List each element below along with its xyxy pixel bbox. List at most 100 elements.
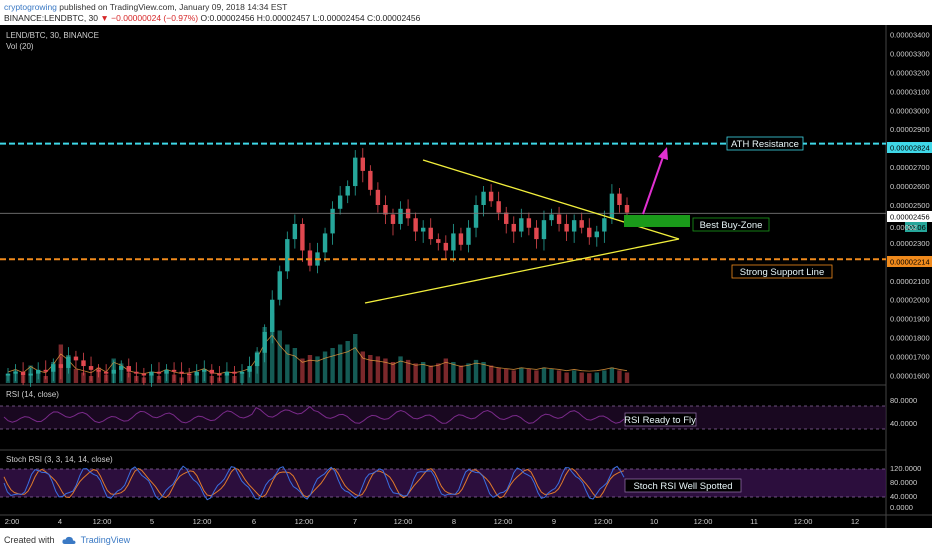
- price-tick-label: 0.00002000: [890, 296, 930, 305]
- volume-bar: [293, 348, 297, 383]
- chart-header: cryptogrowing published on TradingView.c…: [0, 0, 932, 25]
- candle-body: [361, 158, 365, 171]
- volume-bar: [587, 373, 591, 383]
- footer: Created with TradingView: [0, 530, 932, 550]
- triangle-lower-line: [365, 239, 679, 303]
- volume-bar: [527, 369, 531, 383]
- candle-body: [308, 250, 312, 265]
- publish-text: published on TradingView.com, January 09…: [59, 2, 287, 12]
- price-tick-label: 0.00003400: [890, 30, 930, 39]
- rsi-label: RSI (14, close): [6, 390, 59, 399]
- time-tick-label: 12:00: [594, 517, 613, 526]
- candle-body: [104, 372, 108, 374]
- candle-body: [451, 233, 455, 250]
- time-tick-label: 2:00: [5, 517, 20, 526]
- price-tick-label: 0.00003200: [890, 68, 930, 77]
- candle-body: [429, 228, 433, 239]
- candle-body: [119, 366, 123, 370]
- volume-bar: [557, 370, 561, 383]
- candle-body: [338, 196, 342, 209]
- support-label: Strong Support Line: [740, 267, 825, 278]
- candle-body: [142, 374, 146, 376]
- volume-bar: [413, 363, 417, 383]
- volume-bar: [459, 366, 463, 384]
- tradingview-cloud-icon: [62, 536, 76, 545]
- candle-body: [210, 370, 214, 374]
- candle-body: [413, 218, 417, 231]
- created-with: Created with TradingView: [4, 535, 130, 545]
- candle-body: [127, 366, 131, 372]
- volume-bar: [580, 373, 584, 384]
- candle-body: [59, 364, 63, 368]
- candle-body: [66, 357, 70, 368]
- time-tick-label: 7: [353, 517, 357, 526]
- created-text: Created with: [4, 535, 55, 545]
- change-value: −0.00000024 (−0.97%): [111, 13, 198, 23]
- price-tick-label: 0.00001900: [890, 315, 930, 324]
- candle-body: [444, 243, 448, 251]
- candle-body: [557, 214, 561, 223]
- volume-bar: [519, 368, 523, 383]
- candle-body: [572, 220, 576, 231]
- buy-zone-box: [624, 215, 690, 227]
- buy-zone-label: Best Buy-Zone: [700, 220, 763, 231]
- author-link[interactable]: cryptogrowing: [4, 2, 57, 12]
- candle-body: [232, 372, 236, 374]
- candle-body: [149, 372, 153, 376]
- volume-bar: [368, 355, 372, 383]
- time-tick-label: 12:00: [93, 517, 112, 526]
- stoch-tick: 40.0000: [890, 492, 917, 501]
- time-axis: 2:00 4 12:00 5 12:00 6 12:00 7 12:00 8 12:00 9 12:00…: [5, 517, 859, 526]
- price-tick-label: 0.00003000: [890, 106, 930, 115]
- partial-price-text: 0.00002: [890, 223, 917, 232]
- time-tick-label: 10: [650, 517, 658, 526]
- volume-bar: [74, 369, 78, 383]
- target-arrow: [643, 154, 664, 214]
- volume-bar: [436, 363, 440, 383]
- chart-area[interactable]: LEND/BTC, 30, BINANCE Vol (20) 0.0000340…: [0, 25, 932, 528]
- time-tick-label: 12:00: [794, 517, 813, 526]
- candle-body: [504, 213, 508, 224]
- candle-body: [489, 192, 493, 201]
- candle-body: [398, 209, 402, 224]
- tradingview-link[interactable]: TradingView: [81, 535, 131, 545]
- candle-body: [278, 271, 282, 299]
- candle-body: [36, 370, 40, 374]
- volume-bar: [398, 356, 402, 383]
- candle-body: [376, 190, 380, 205]
- volume-bar: [323, 352, 327, 384]
- price-tick-label: 0.00002700: [890, 163, 930, 172]
- candle-body: [391, 214, 395, 223]
- volume-bar: [338, 345, 342, 384]
- volume-bar: [602, 370, 606, 383]
- candle-body: [21, 372, 25, 376]
- price-tick-label: 0.00002600: [890, 182, 930, 191]
- candle-body: [617, 194, 621, 205]
- candle-body: [421, 228, 425, 232]
- volume-bar: [610, 368, 614, 383]
- candle-body: [474, 205, 478, 228]
- ath-label: ATH Resistance: [731, 139, 799, 150]
- candle-body: [74, 357, 78, 361]
- time-tick-label: 9: [552, 517, 556, 526]
- candle-body: [323, 233, 327, 252]
- candle-body: [625, 205, 629, 213]
- volume-bar: [625, 373, 629, 384]
- price-chart[interactable]: LEND/BTC, 30, BINANCE Vol (20) 0.0000340…: [0, 25, 932, 528]
- candle-body: [610, 194, 614, 219]
- volume-series: [6, 313, 629, 383]
- candle-body: [187, 374, 191, 376]
- volume-bar: [330, 348, 334, 383]
- candle-body: [134, 372, 138, 374]
- ohlc-line: BINANCE:LENDBTC, 30 ▼ −0.00000024 (−0.97…: [4, 13, 420, 23]
- candle-body: [587, 228, 591, 237]
- publish-line: cryptogrowing published on TradingView.c…: [4, 2, 287, 12]
- volume-bar: [466, 363, 470, 383]
- candle-body: [300, 224, 304, 251]
- price-tick-label: 0.00002300: [890, 239, 930, 248]
- candle-body: [353, 158, 357, 186]
- price-tick-label: 0.00003100: [890, 87, 930, 96]
- volume-bar: [564, 373, 568, 384]
- open-value: O:0.00002456: [201, 13, 255, 23]
- time-tick-label: 12:00: [694, 517, 713, 526]
